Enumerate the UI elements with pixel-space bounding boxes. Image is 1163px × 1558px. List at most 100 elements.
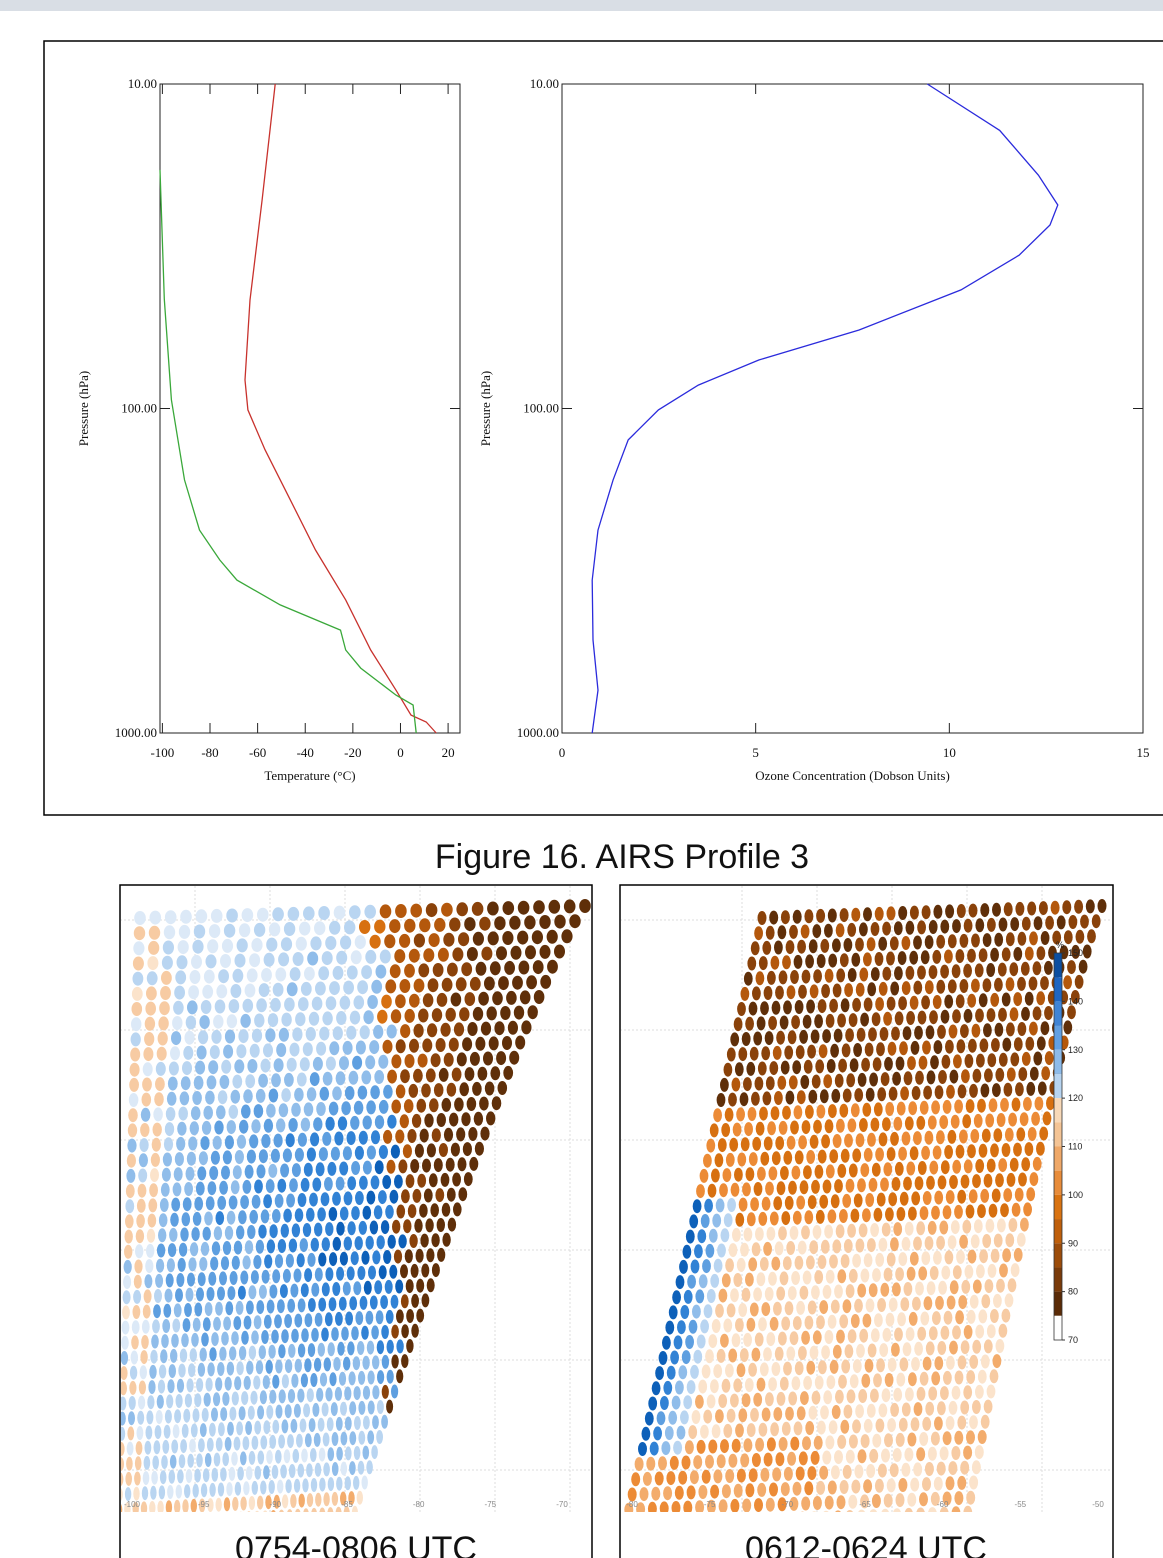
map-dot bbox=[285, 1479, 292, 1494]
map-dot bbox=[670, 1350, 679, 1365]
map-dot bbox=[409, 993, 420, 1008]
map-dot bbox=[389, 1189, 399, 1204]
map-dot bbox=[145, 1001, 156, 1016]
map-dot bbox=[696, 1439, 706, 1454]
map-dot bbox=[1063, 975, 1072, 990]
map-dot bbox=[221, 1331, 229, 1346]
map-dot bbox=[351, 1206, 360, 1221]
map-dot bbox=[315, 1162, 325, 1177]
map-dot bbox=[318, 1252, 327, 1267]
map-axis-label: -65 bbox=[859, 1500, 871, 1509]
map-dot bbox=[849, 1058, 859, 1073]
map-dot bbox=[1025, 1036, 1035, 1051]
map-dot bbox=[158, 1228, 167, 1243]
map-dot bbox=[219, 1346, 227, 1361]
map-dot bbox=[786, 1135, 796, 1150]
map-dot bbox=[327, 1477, 335, 1492]
map-dot bbox=[986, 1324, 996, 1339]
map-dot bbox=[1062, 900, 1072, 915]
map-dot bbox=[776, 1181, 786, 1196]
map-dot bbox=[232, 968, 244, 983]
map-dot bbox=[996, 1113, 1006, 1127]
map-dot bbox=[666, 1471, 676, 1486]
map-dot bbox=[877, 1087, 887, 1102]
map-dot bbox=[174, 1409, 182, 1424]
map-dot bbox=[944, 1145, 953, 1159]
map-dot bbox=[1074, 899, 1084, 914]
map-axis-label: -55 bbox=[1015, 1500, 1027, 1509]
map-dot bbox=[763, 1136, 773, 1151]
map-dot bbox=[387, 1114, 397, 1129]
map-dot bbox=[124, 1244, 133, 1259]
map-dot bbox=[384, 1279, 393, 1294]
map-dot bbox=[927, 1220, 937, 1235]
map-dot bbox=[977, 1430, 987, 1444]
map-dot bbox=[992, 1083, 1001, 1098]
map-dot bbox=[760, 1467, 770, 1482]
map-dot bbox=[692, 1304, 701, 1319]
map-dot bbox=[913, 980, 923, 995]
map-dot bbox=[246, 1300, 254, 1315]
map-dot bbox=[433, 1083, 444, 1098]
map-dot bbox=[142, 1077, 152, 1092]
map-dot bbox=[983, 1023, 992, 1038]
map-dot bbox=[446, 1082, 457, 1097]
map-dot bbox=[449, 917, 461, 932]
map-dot bbox=[487, 931, 499, 946]
map-dot bbox=[867, 1238, 876, 1253]
map-dot bbox=[1024, 946, 1034, 961]
map-dot bbox=[751, 1453, 761, 1467]
map-dot bbox=[381, 994, 392, 1009]
map-dot bbox=[688, 1319, 698, 1334]
map-dot bbox=[300, 1177, 310, 1192]
map-dot bbox=[344, 1416, 352, 1431]
map-dot bbox=[422, 993, 434, 1008]
map-dot bbox=[423, 948, 435, 963]
map-dot bbox=[659, 1501, 669, 1516]
map-dot bbox=[976, 1264, 985, 1279]
map-dot bbox=[810, 1450, 820, 1465]
map-dot bbox=[155, 1273, 164, 1288]
map-dot bbox=[753, 1182, 763, 1196]
map-dot bbox=[185, 1287, 194, 1302]
map-dot bbox=[318, 966, 330, 981]
map-dot bbox=[188, 1363, 196, 1378]
map-dot bbox=[182, 1499, 189, 1514]
map-dot bbox=[353, 1281, 362, 1296]
map-dot bbox=[163, 925, 176, 940]
map-dot bbox=[969, 1475, 979, 1490]
map-dot bbox=[458, 1187, 468, 1202]
map-dot bbox=[237, 1466, 244, 1481]
map-dot bbox=[343, 1191, 353, 1206]
map-dot bbox=[395, 904, 407, 918]
map-dot bbox=[230, 1089, 241, 1104]
map-dot bbox=[196, 1045, 207, 1060]
map-dot bbox=[848, 1013, 858, 1028]
map-dot bbox=[1003, 902, 1013, 917]
map-dot bbox=[947, 1129, 957, 1144]
map-dot bbox=[289, 967, 301, 982]
map-dot bbox=[366, 1190, 376, 1205]
map-dot bbox=[297, 1298, 306, 1313]
map-dot bbox=[355, 1040, 366, 1055]
map-dot bbox=[757, 1166, 766, 1181]
map-dot bbox=[880, 1177, 889, 1192]
map-dot bbox=[940, 1160, 950, 1175]
map-dot bbox=[327, 1447, 335, 1462]
map-dot bbox=[660, 1396, 669, 1410]
map-dot bbox=[154, 1425, 162, 1440]
map-dot bbox=[433, 1158, 443, 1173]
map-dot bbox=[678, 1470, 688, 1485]
map-dot bbox=[738, 1408, 748, 1423]
map-dot bbox=[916, 1386, 926, 1401]
map-dot bbox=[801, 1496, 811, 1511]
map-dot bbox=[359, 1295, 368, 1310]
map-dot bbox=[335, 1071, 346, 1086]
map-dot bbox=[326, 1417, 334, 1432]
colorbar-segment bbox=[1054, 1170, 1062, 1195]
map-dot bbox=[857, 1072, 867, 1087]
map-dot bbox=[367, 1400, 375, 1415]
map-dot bbox=[939, 1115, 949, 1130]
map-dot bbox=[215, 1497, 222, 1512]
map-dot bbox=[740, 1137, 750, 1152]
